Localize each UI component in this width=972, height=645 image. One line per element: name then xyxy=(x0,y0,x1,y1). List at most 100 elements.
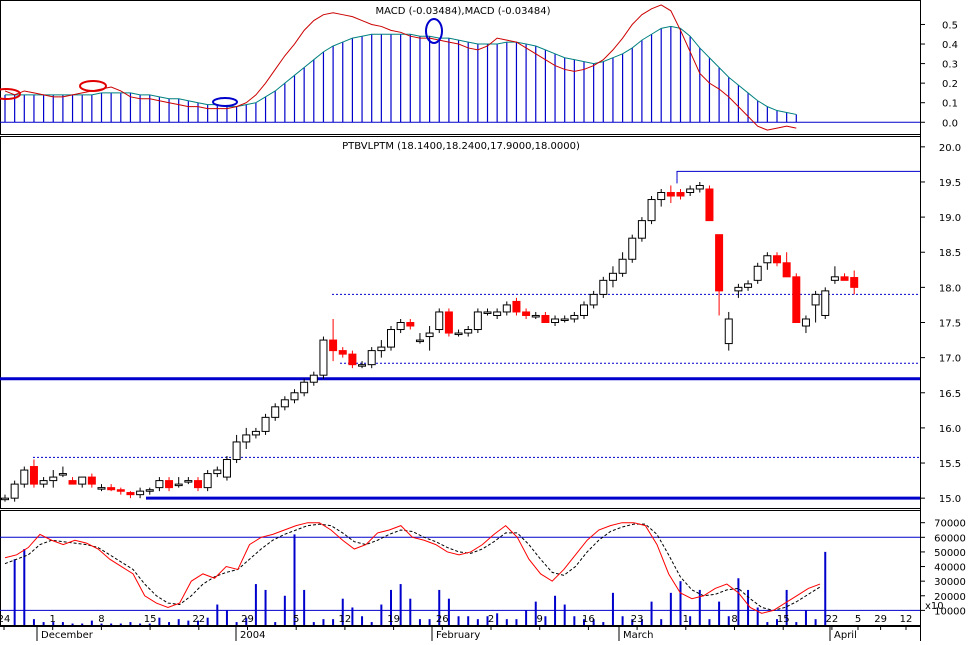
candle-down xyxy=(782,262,791,278)
macd-tick-label: 0.3 xyxy=(942,60,958,71)
candle-up xyxy=(367,350,376,366)
candle-down xyxy=(165,480,174,489)
axis-layer: 0.50.40.30.20.10.020.019.519.018.518.017… xyxy=(0,20,966,641)
candle-down xyxy=(126,492,135,496)
x-tick-label: 1 xyxy=(50,614,56,625)
price-title: PTBVLPTM (18.1400,18.2400,17.9000,18.000… xyxy=(342,141,580,152)
candle-up xyxy=(580,304,588,316)
candle-down xyxy=(87,476,96,485)
candle-up xyxy=(1,497,9,501)
candle-up xyxy=(184,480,193,483)
x-tick-label: 29 xyxy=(241,614,254,625)
candle-up xyxy=(261,416,270,432)
candle-up xyxy=(415,339,424,343)
candle-down xyxy=(194,480,202,489)
x-tick-label: 5 xyxy=(293,614,299,625)
highlight-ellipse-3 xyxy=(212,97,238,107)
candle-down xyxy=(792,276,801,323)
candle-up xyxy=(222,459,231,478)
candle-up xyxy=(695,184,704,190)
candle-up xyxy=(801,318,810,327)
x-tick-label: 26 xyxy=(436,614,449,625)
candle-up xyxy=(203,473,212,489)
candle-up xyxy=(734,286,743,292)
candle-up xyxy=(309,374,318,383)
candle-up xyxy=(830,276,839,281)
price-tick-label: 15.0 xyxy=(939,494,961,505)
candle-down xyxy=(705,188,714,222)
candle-up xyxy=(387,329,395,348)
candle-up xyxy=(435,311,444,331)
price-tick-label: 16.0 xyxy=(939,424,961,435)
price-tick-label: 19.0 xyxy=(939,213,961,224)
candle-up xyxy=(39,480,48,485)
price-tick-label: 15.5 xyxy=(939,459,961,470)
highlight-ellipse-1 xyxy=(0,88,21,100)
candle-up xyxy=(174,483,183,487)
candle-up xyxy=(811,293,820,306)
month-label: March xyxy=(623,630,653,641)
candle-up xyxy=(628,237,637,260)
candle-down xyxy=(541,314,550,323)
candle-down xyxy=(406,322,415,327)
candle-up xyxy=(551,318,560,324)
x-tick-label: 8 xyxy=(98,614,104,625)
candle-up xyxy=(560,318,569,321)
candle-up xyxy=(454,332,463,336)
volume-tick-label: 70000 xyxy=(934,519,966,530)
candle-up xyxy=(493,311,502,316)
candle-up xyxy=(271,406,280,418)
x-tick-label: 12 xyxy=(900,614,913,625)
macd-title: MACD (-0.03484),MACD (-0.03484) xyxy=(375,6,550,17)
candle-up xyxy=(377,346,386,352)
macd-tick-label: 0.5 xyxy=(942,20,958,31)
candle-down xyxy=(676,192,685,197)
macd-signal-line xyxy=(5,25,797,115)
macd-tick-label: 0.0 xyxy=(942,118,958,129)
candle-down xyxy=(116,489,125,492)
candle-up xyxy=(97,487,106,490)
x-tick-label: 22 xyxy=(826,614,839,625)
month-label: April xyxy=(834,630,857,641)
candle-up xyxy=(280,399,289,408)
candle-up xyxy=(502,304,511,313)
x-tick-label: 5 xyxy=(855,614,861,625)
x-tick-label: 24 xyxy=(0,614,10,625)
macd-layer xyxy=(0,4,920,131)
price-layer xyxy=(0,170,920,502)
x-tick-label: 15 xyxy=(777,614,790,625)
candle-up xyxy=(608,272,617,281)
resistance-line xyxy=(676,170,920,184)
volume-tick-label: 50000 xyxy=(934,548,966,559)
macd-line xyxy=(4,4,797,131)
candle-up xyxy=(319,339,328,376)
candle-down xyxy=(666,192,675,197)
x-tick-label: 9 xyxy=(537,614,543,625)
candle-down xyxy=(715,234,724,292)
candle-up xyxy=(10,483,19,499)
candle-up xyxy=(145,489,154,492)
candle-down xyxy=(840,276,849,281)
candle-up xyxy=(483,311,492,314)
volume-tick-label: 10000 xyxy=(934,606,966,617)
macd-tick-label: 0.1 xyxy=(942,99,958,110)
month-label: December xyxy=(41,630,94,641)
price-tick-label: 16.5 xyxy=(939,389,961,400)
candle-up xyxy=(464,329,473,334)
candle-down xyxy=(329,339,338,352)
candle-up xyxy=(155,480,164,489)
price-tick-label: 18.5 xyxy=(939,248,961,259)
candle-up xyxy=(213,469,222,475)
candle-down xyxy=(444,311,453,334)
candle-up xyxy=(473,311,482,331)
candle-up xyxy=(49,476,58,482)
candle-down xyxy=(850,277,859,288)
candle-down xyxy=(512,300,521,313)
price-tick-label: 17.5 xyxy=(939,319,961,330)
candle-down xyxy=(107,487,116,491)
x-tick-label: 29 xyxy=(874,614,887,625)
candle-down xyxy=(773,255,781,264)
volume-tick-label: 60000 xyxy=(934,533,966,544)
